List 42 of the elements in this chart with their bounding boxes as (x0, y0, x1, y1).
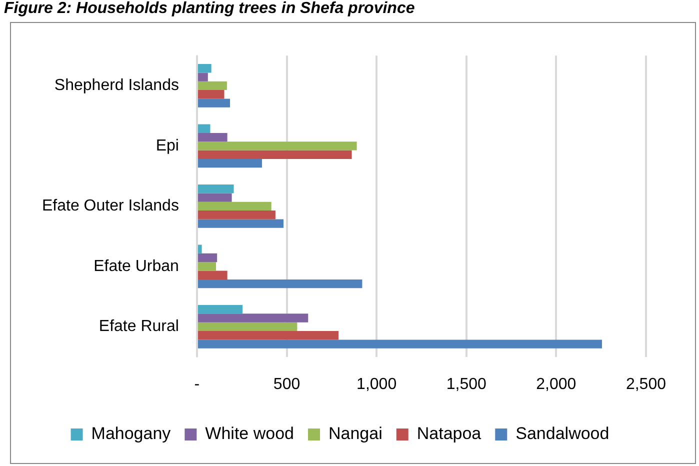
bar (198, 331, 338, 340)
x-tick-label: 1,500 (446, 376, 486, 393)
bar (198, 340, 602, 348)
legend-label: Mahogany (91, 424, 172, 444)
legend-label: Natapoa (416, 424, 482, 444)
bar (198, 202, 272, 211)
x-tick-label: 1,000 (356, 376, 397, 393)
bar (198, 322, 298, 332)
bar (198, 124, 210, 133)
chart-title: Figure 2: Households planting trees in Shefa province (4, 0, 415, 18)
bar (198, 81, 227, 90)
bar (198, 193, 232, 202)
y-tick-label: Shepherd Islands (54, 77, 179, 94)
bar (198, 64, 212, 73)
x-tick-label: 2,500 (626, 376, 666, 393)
bar (198, 184, 234, 194)
bar (198, 219, 284, 228)
y-tick-label: Efate Outer Islands (42, 198, 179, 215)
bar (198, 132, 228, 142)
bar (198, 210, 276, 220)
legend-label: Nangai (328, 424, 382, 444)
legend-label: Sandalwood (516, 424, 610, 444)
bar (198, 314, 308, 322)
bar (198, 262, 216, 271)
bar (198, 142, 357, 150)
x-tick-label: 500 (273, 376, 300, 393)
bar (198, 279, 362, 288)
x-tick-label: 2,000 (536, 376, 576, 393)
bar (198, 270, 228, 280)
y-tick-label: Epi (156, 137, 179, 154)
bar (198, 253, 218, 262)
x-tick-label: - (194, 376, 200, 393)
bar (198, 98, 230, 108)
bar (198, 244, 202, 254)
legend-label: White wood (205, 424, 294, 444)
bar (198, 72, 208, 82)
y-tick-label: Efate Urban (94, 258, 179, 275)
bar (198, 150, 352, 159)
y-tick-label: Efate Rural (98, 318, 179, 336)
bar (198, 90, 224, 99)
bar (198, 158, 262, 168)
bar (198, 304, 243, 314)
